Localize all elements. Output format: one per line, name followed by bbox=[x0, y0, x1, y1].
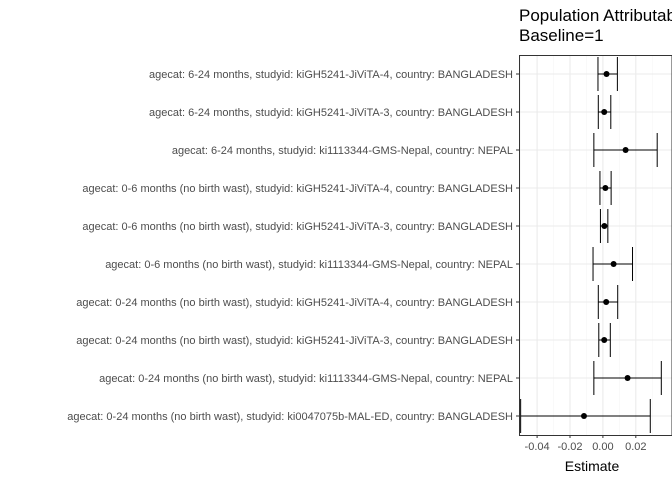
y-tick-label: agecat: 0-24 months (no birth wast), stu… bbox=[76, 335, 513, 347]
x-tick-label: -0.04 bbox=[525, 441, 550, 453]
x-tick-label: -0.02 bbox=[557, 441, 582, 453]
chart-subtitle: Baseline=1 bbox=[519, 26, 604, 45]
y-tick-label: agecat: 0-6 months (no birth wast), stud… bbox=[105, 259, 513, 271]
estimate-point bbox=[601, 337, 608, 343]
estimate-marks bbox=[520, 57, 662, 433]
x-tick-label: 0.00 bbox=[592, 441, 613, 453]
x-tick-label: 0.02 bbox=[625, 441, 646, 453]
estimate-point bbox=[601, 109, 608, 115]
estimate-point bbox=[624, 375, 631, 381]
panel-border bbox=[519, 55, 672, 436]
y-axis-tick-labels: agecat: 6-24 months, studyid: kiGH5241-J… bbox=[67, 69, 519, 423]
y-tick-label: agecat: 6-24 months, studyid: kiGH5241-J… bbox=[149, 107, 513, 119]
estimate-point bbox=[601, 223, 608, 229]
estimate-point bbox=[610, 261, 617, 267]
y-tick-label: agecat: 6-24 months, studyid: kiGH5241-J… bbox=[149, 69, 513, 81]
estimate-point bbox=[602, 185, 609, 191]
x-axis-tick-labels: -0.04 -0.02 0.00 0.02 bbox=[525, 435, 647, 453]
estimate-point bbox=[622, 147, 629, 153]
y-tick-label: agecat: 0-24 months (no birth wast), stu… bbox=[67, 411, 513, 423]
estimate-point bbox=[603, 299, 610, 305]
estimate-point bbox=[580, 413, 587, 419]
chart-title: Population Attributable Difference bbox=[519, 6, 672, 25]
y-tick-label: agecat: 0-24 months (no birth wast), stu… bbox=[99, 373, 513, 385]
y-tick-label: agecat: 0-24 months (no birth wast), stu… bbox=[76, 297, 513, 309]
x-axis-label: Estimate bbox=[565, 458, 620, 474]
y-tick-label: agecat: 0-6 months (no birth wast), stud… bbox=[82, 183, 513, 195]
estimate-point bbox=[603, 71, 610, 77]
y-tick-label: agecat: 0-6 months (no birth wast), stud… bbox=[82, 221, 513, 233]
y-tick-label: agecat: 6-24 months, studyid: ki1113344-… bbox=[172, 145, 513, 157]
